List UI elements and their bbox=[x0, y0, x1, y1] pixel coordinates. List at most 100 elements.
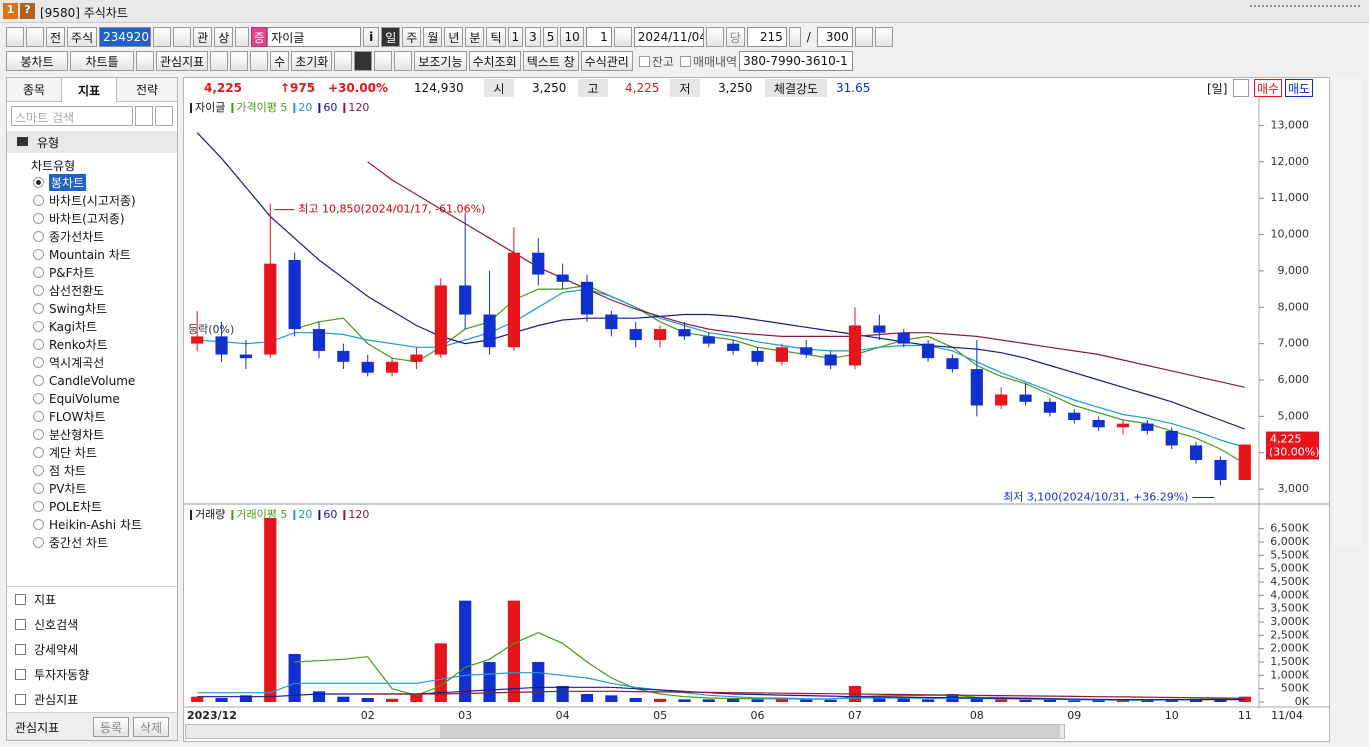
dropdown[interactable] bbox=[153, 27, 172, 47]
scroll-thumb[interactable] bbox=[440, 725, 1060, 738]
chart-type[interactable]: EquiVolume bbox=[33, 390, 120, 407]
radio[interactable] bbox=[33, 429, 44, 440]
expand-icon[interactable] bbox=[15, 693, 26, 705]
radio[interactable] bbox=[33, 195, 44, 206]
group[interactable]: 신호검색 bbox=[15, 614, 78, 634]
radio[interactable] bbox=[33, 267, 44, 278]
chart-type[interactable]: CandleVolume bbox=[33, 372, 135, 389]
badge[interactable]: ? bbox=[20, 3, 35, 19]
button[interactable]: 삭제 bbox=[133, 717, 169, 737]
period-button[interactable]: 10 bbox=[560, 27, 584, 47]
radio[interactable] bbox=[33, 285, 44, 296]
radio[interactable] bbox=[33, 519, 44, 530]
chart-type[interactable]: FLOW차트 bbox=[33, 408, 106, 425]
sell-button[interactable]: 매도 bbox=[1285, 79, 1314, 97]
chart-type[interactable]: POLE차트 bbox=[33, 498, 102, 515]
radio[interactable] bbox=[33, 411, 44, 422]
chart-type[interactable]: Swing차트 bbox=[33, 300, 107, 317]
chart-type[interactable]: Mountain 차트 bbox=[33, 246, 131, 263]
button[interactable]: 수치조회 bbox=[468, 51, 521, 71]
chart-type[interactable]: 종가선차트 bbox=[33, 228, 104, 245]
spinner[interactable] bbox=[788, 27, 801, 47]
chart-type[interactable]: Renko차트 bbox=[33, 336, 108, 353]
date-input[interactable]: 2024/11/04 bbox=[633, 27, 704, 47]
search-input[interactable]: 스마트 검색 bbox=[11, 106, 133, 126]
icon-button[interactable] bbox=[26, 27, 44, 47]
tab[interactable]: 지표 bbox=[62, 78, 117, 102]
radio[interactable] bbox=[33, 483, 44, 494]
period-button[interactable]: 년 bbox=[444, 27, 464, 47]
radio[interactable] bbox=[33, 501, 44, 512]
button[interactable]: 주식 bbox=[67, 27, 98, 47]
button[interactable]: 봉차트 bbox=[6, 51, 68, 71]
button[interactable]: 관 bbox=[193, 27, 213, 47]
button[interactable]: 당 bbox=[725, 27, 745, 47]
chart-type[interactable]: 바차트(고저종) bbox=[33, 210, 125, 227]
section-header[interactable]: 유형 bbox=[7, 131, 177, 153]
group[interactable]: 지표 bbox=[15, 589, 56, 609]
chart-type[interactable]: Kagi차트 bbox=[33, 318, 97, 335]
chart-type[interactable]: 삼선전환도 bbox=[33, 282, 104, 299]
radio[interactable] bbox=[33, 177, 44, 188]
radio[interactable] bbox=[33, 339, 44, 350]
spinner[interactable] bbox=[235, 27, 250, 47]
chart-type[interactable]: 봉차트 bbox=[33, 174, 87, 191]
group[interactable]: 투자자동향 bbox=[15, 664, 89, 684]
checkbox[interactable] bbox=[638, 55, 650, 67]
chart-type[interactable]: 중간선 차트 bbox=[33, 534, 108, 551]
chart-type[interactable]: 분산형차트 bbox=[33, 426, 104, 443]
icon-button[interactable] bbox=[136, 51, 154, 71]
chart-type[interactable]: P&F차트 bbox=[33, 264, 95, 281]
button[interactable]: 등록 bbox=[93, 717, 129, 737]
radio[interactable] bbox=[33, 213, 44, 224]
count-input[interactable]: 215 bbox=[746, 27, 787, 47]
icon-button[interactable] bbox=[6, 27, 24, 47]
icon-button[interactable] bbox=[354, 51, 373, 71]
chart-type[interactable]: Heikin-Ashi 차트 bbox=[33, 516, 142, 533]
search-button[interactable] bbox=[135, 106, 153, 126]
button[interactable]: 전 bbox=[46, 27, 66, 47]
group[interactable]: 강세약세 bbox=[15, 639, 78, 659]
tree-root[interactable]: 차트유형 bbox=[31, 159, 76, 173]
radio[interactable] bbox=[33, 537, 44, 548]
radio[interactable] bbox=[33, 303, 44, 314]
chart-type[interactable]: 바차트(시고저종) bbox=[33, 192, 136, 209]
chart-type[interactable]: 역시계곡선 bbox=[33, 354, 104, 371]
period-button[interactable]: 일 bbox=[381, 27, 401, 47]
button[interactable]: 상 bbox=[214, 27, 234, 47]
search-button[interactable] bbox=[173, 27, 192, 47]
account-select[interactable]: 380-7990-3610-1 bbox=[739, 51, 854, 71]
radio[interactable] bbox=[33, 231, 44, 242]
icon-button[interactable] bbox=[374, 51, 393, 71]
window-controls[interactable] bbox=[1250, 5, 1360, 18]
radio[interactable] bbox=[33, 447, 44, 458]
button[interactable]: 보조기능 bbox=[414, 51, 467, 71]
expand-icon[interactable] bbox=[15, 618, 26, 630]
interval-input[interactable]: 1 bbox=[585, 27, 612, 47]
checkbox[interactable] bbox=[679, 55, 691, 67]
button[interactable]: 수식관리 bbox=[580, 51, 633, 71]
expand-button[interactable] bbox=[155, 106, 173, 126]
period-button[interactable]: 1 bbox=[507, 27, 524, 47]
icon-button[interactable] bbox=[854, 27, 873, 47]
radio[interactable] bbox=[33, 375, 44, 386]
tab[interactable]: 전략 bbox=[117, 78, 178, 102]
radio[interactable] bbox=[33, 465, 44, 476]
period-button[interactable]: 분 bbox=[465, 27, 485, 47]
group[interactable]: 관심지표 bbox=[15, 689, 78, 709]
button[interactable]: 관심지표 bbox=[156, 51, 209, 71]
button[interactable]: 텍스트 창 bbox=[522, 51, 579, 71]
icon-button[interactable] bbox=[874, 27, 893, 47]
period-button[interactable]: 월 bbox=[423, 27, 443, 47]
icon-button[interactable] bbox=[394, 51, 413, 71]
expand-icon[interactable] bbox=[15, 593, 26, 605]
period-button[interactable]: 3 bbox=[525, 27, 541, 47]
tab[interactable]: 종목 bbox=[7, 78, 62, 102]
dropdown[interactable] bbox=[613, 27, 632, 47]
expand-icon[interactable] bbox=[15, 643, 26, 655]
icon-button[interactable] bbox=[210, 51, 229, 71]
calendar-button[interactable] bbox=[705, 27, 724, 47]
name-input[interactable]: 자이글 bbox=[267, 27, 362, 47]
radio[interactable] bbox=[33, 321, 44, 332]
radio[interactable] bbox=[33, 393, 44, 404]
